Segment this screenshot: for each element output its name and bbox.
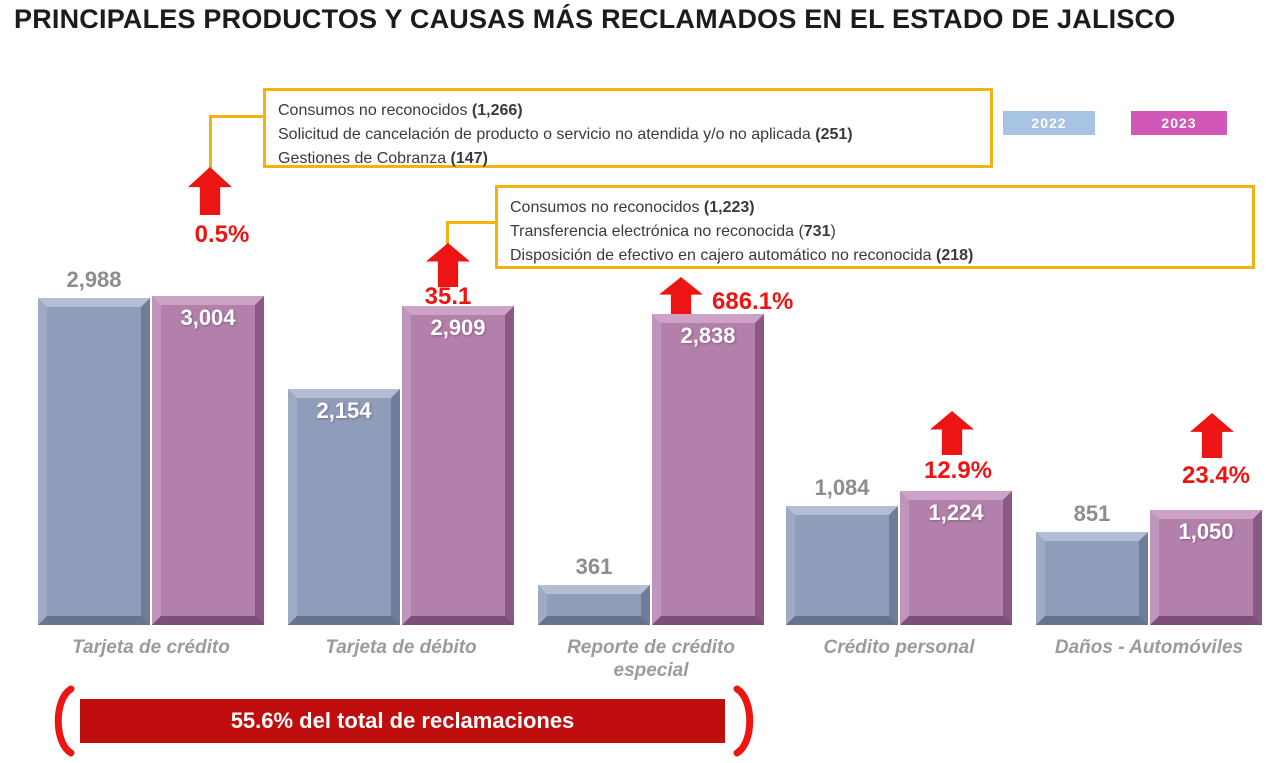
- total-claims-banner: 55.6% del total de reclamaciones: [80, 699, 725, 743]
- bar-2022-cr-dito-personal: [786, 506, 898, 625]
- bar-2022-tarjeta-de-d-bito: [288, 389, 400, 625]
- callout-tarjeta-debito-causas: Consumos no reconocidos (1,223) Transfere…: [495, 185, 1255, 269]
- bar-value-label: 2,909: [430, 315, 486, 340]
- bar-value-label: 2,838: [680, 323, 736, 348]
- bar-2023-cr-dito-personal: [900, 491, 1012, 625]
- category-label: Reporte de crédito especial: [567, 637, 735, 681]
- bar-2022-reporte-de-cr-dito-especial: [538, 585, 650, 625]
- category-label: Crédito personal: [823, 637, 975, 658]
- category-label: Tarjeta de crédito: [72, 637, 230, 658]
- callout-line: Consumos no reconocidos (1,223): [510, 199, 755, 216]
- connector-line: [446, 221, 449, 248]
- bar-value-label: 3,004: [180, 305, 236, 330]
- bar-value-label: 1,084: [814, 475, 870, 500]
- callout-tarjeta-credito-causas: Consumos no reconocidos (1,266) Solicitud…: [263, 88, 993, 168]
- category-label: Tarjeta de débito: [325, 637, 477, 658]
- increase-arrow-icon: [426, 243, 470, 287]
- bar-value-label: 2,988: [66, 267, 122, 292]
- left-bracket-shape: [54, 685, 75, 757]
- bar-value-label: 1,224: [928, 500, 984, 525]
- bar-2023-tarjeta-de-cr-dito: [152, 296, 264, 625]
- legend-badge-2022: 2022: [1003, 111, 1095, 135]
- category-label: Daños - Automóviles: [1054, 637, 1244, 658]
- bar-value-label: 1,050: [1178, 519, 1234, 544]
- callout-line: Disposición de efectivo en cajero automá…: [510, 247, 974, 264]
- increase-arrow-icon: [930, 411, 974, 455]
- right-bracket-shape: [733, 685, 754, 757]
- increase-arrow-icon: [188, 167, 232, 215]
- page-title: PRINCIPALES PRODUCTOS Y CAUSAS MÁS RECLA…: [14, 4, 1176, 34]
- callout-line: Transferencia electrónica no reconocida …: [510, 223, 836, 240]
- bar-2023-tarjeta-de-d-bito: [402, 306, 514, 625]
- connector-line: [209, 115, 212, 168]
- bar-value-label: 2,154: [316, 398, 372, 423]
- pct-change-tarjeta-credito: 0.5%: [194, 221, 250, 248]
- callout-line: Consumos no reconocidos (1,266): [278, 102, 523, 119]
- connector-line: [209, 115, 265, 118]
- bar-2023-reporte-de-cr-dito-especial: [652, 314, 764, 625]
- legend-badge-2023: 2023: [1131, 111, 1227, 135]
- pct-change-credito-personal: 12.9%: [923, 457, 993, 484]
- bar-2023-da-os-autom-viles: [1150, 510, 1262, 625]
- pct-change-danos-automoviles: 23.4%: [1181, 462, 1251, 489]
- bar-2022-da-os-autom-viles: [1036, 532, 1148, 625]
- callout-line: Gestiones de Cobranza (147): [278, 150, 488, 167]
- connector-line: [446, 221, 497, 224]
- bar-value-label: 361: [575, 554, 613, 579]
- pct-change-reporte-credito: 686.1%: [712, 288, 794, 315]
- increase-arrow-icon: [659, 277, 703, 319]
- increase-arrow-icon: [1190, 413, 1234, 458]
- callout-line: Solicitud de cancelación de producto o s…: [278, 126, 853, 143]
- pct-change-tarjeta-debito: 35.1: [424, 283, 472, 310]
- bar-value-label: 851: [1073, 501, 1111, 526]
- bar-2022-tarjeta-de-cr-dito: [38, 298, 150, 625]
